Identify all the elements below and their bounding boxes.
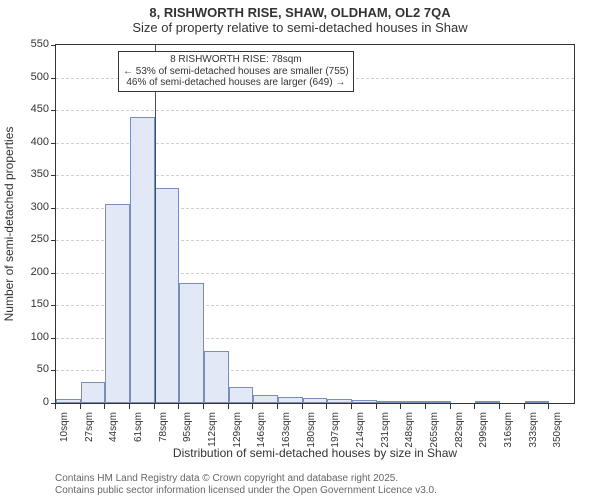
- y-axis-ticks: 050100150200250300350400450500550: [0, 44, 52, 404]
- y-tick-mark: [51, 175, 56, 176]
- x-tick-mark: [302, 404, 303, 409]
- footer-attribution: Contains HM Land Registry data © Crown c…: [55, 473, 437, 496]
- y-tick-label: 550: [19, 38, 49, 50]
- histogram-bar: [426, 401, 451, 403]
- footer-line-1: Contains HM Land Registry data © Crown c…: [55, 473, 437, 485]
- y-tick-mark: [51, 110, 56, 111]
- x-tick-mark: [178, 404, 179, 409]
- histogram-bar: [155, 188, 180, 403]
- annotation-box: 8 RISHWORTH RISE: 78sqm← 53% of semi-det…: [118, 51, 354, 92]
- x-tick-mark: [154, 404, 155, 409]
- histogram-bar: [179, 283, 204, 403]
- y-tick-label: 0: [19, 396, 49, 408]
- y-tick-label: 400: [19, 136, 49, 148]
- y-tick-mark: [51, 45, 56, 46]
- y-tick-mark: [51, 273, 56, 274]
- x-tick-mark: [228, 404, 229, 409]
- x-tick-mark: [450, 404, 451, 409]
- x-tick-mark: [203, 404, 204, 409]
- y-tick-label: 300: [19, 201, 49, 213]
- y-tick-mark: [51, 370, 56, 371]
- annotation-line-3: 46% of semi-detached houses are larger (…: [123, 77, 349, 89]
- y-tick-mark: [51, 78, 56, 79]
- histogram-bar: [327, 399, 352, 403]
- y-tick-label: 100: [19, 331, 49, 343]
- x-axis-ticks: 10sqm27sqm44sqm61sqm78sqm95sqm112sqm129s…: [55, 404, 575, 448]
- y-tick-label: 450: [19, 103, 49, 115]
- x-tick-mark: [80, 404, 81, 409]
- footer-line-2: Contains public sector information licen…: [55, 485, 437, 497]
- x-tick-mark: [277, 404, 278, 409]
- histogram-bar: [130, 117, 155, 403]
- x-tick-mark: [376, 404, 377, 409]
- plot-area: 8 RISHWORTH RISE: 78sqm← 53% of semi-det…: [55, 44, 575, 404]
- y-tick-label: 150: [19, 298, 49, 310]
- annotation-line-2: ← 53% of semi-detached houses are smalle…: [123, 66, 349, 78]
- histogram-bar: [352, 400, 377, 403]
- x-tick-mark: [351, 404, 352, 409]
- histogram-bar: [475, 401, 500, 403]
- y-tick-label: 350: [19, 168, 49, 180]
- x-tick-mark: [425, 404, 426, 409]
- histogram-bar: [105, 204, 130, 403]
- histogram-bar: [81, 382, 106, 403]
- x-tick-mark: [499, 404, 500, 409]
- chart-container: 8, RISHWORTH RISE, SHAW, OLDHAM, OL2 7QA…: [0, 0, 600, 500]
- y-tick-label: 500: [19, 71, 49, 83]
- y-tick-label: 200: [19, 266, 49, 278]
- x-tick-mark: [104, 404, 105, 409]
- x-tick-mark: [400, 404, 401, 409]
- histogram-bar: [303, 398, 328, 403]
- y-tick-mark: [51, 305, 56, 306]
- y-tick-label: 250: [19, 233, 49, 245]
- annotation-line: [155, 45, 156, 403]
- histogram-bar: [204, 351, 229, 403]
- x-tick-mark: [524, 404, 525, 409]
- y-tick-mark: [51, 240, 56, 241]
- histogram-bar: [401, 401, 426, 403]
- histogram-bar: [377, 401, 402, 403]
- gridline: [56, 110, 574, 111]
- x-tick-mark: [252, 404, 253, 409]
- histogram-bar: [253, 395, 278, 403]
- title-line-1: 8, RISHWORTH RISE, SHAW, OLDHAM, OL2 7QA: [0, 6, 600, 21]
- y-tick-mark: [51, 338, 56, 339]
- title-line-2: Size of property relative to semi-detach…: [0, 21, 600, 36]
- x-tick-mark: [548, 404, 549, 409]
- y-tick-mark: [51, 208, 56, 209]
- x-tick-mark: [326, 404, 327, 409]
- x-tick-mark: [129, 404, 130, 409]
- title-block: 8, RISHWORTH RISE, SHAW, OLDHAM, OL2 7QA…: [0, 0, 600, 36]
- x-tick-mark: [55, 404, 56, 409]
- histogram-bar: [229, 387, 254, 403]
- x-axis-label: Distribution of semi-detached houses by …: [55, 446, 575, 460]
- x-tick-mark: [474, 404, 475, 409]
- histogram-bar: [525, 401, 550, 403]
- annotation-line-1: 8 RISHWORTH RISE: 78sqm: [123, 54, 349, 66]
- y-tick-label: 50: [19, 363, 49, 375]
- y-tick-mark: [51, 143, 56, 144]
- histogram-bar: [56, 399, 81, 403]
- histogram-bar: [278, 397, 303, 404]
